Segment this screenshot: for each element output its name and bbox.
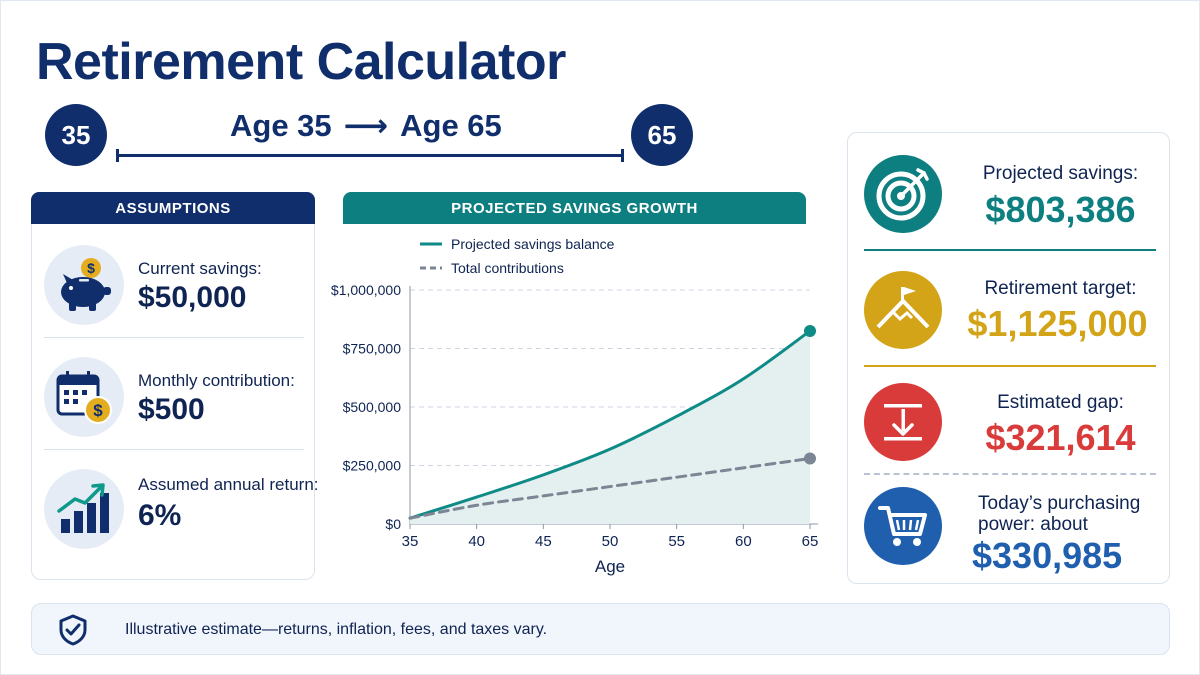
retirement-target-value: $1,125,000: [967, 303, 1148, 344]
savings-growth-chart: $0 $250,000 $500,000 $750,000 $1,000,000 35 40…: [331, 236, 819, 576]
divider: [864, 473, 1156, 475]
results-panel: Projected savings: $803,386 Retirement t…: [847, 132, 1170, 584]
savings-endpoint: [804, 324, 816, 337]
age-range-label: Age 35 ⟶ Age 65: [230, 108, 502, 144]
current-savings-value: $50,000: [138, 281, 247, 314]
monthly-contribution-value: $500: [138, 393, 205, 426]
purchasing-power-value: $330,985: [972, 535, 1123, 576]
legend-label: Projected savings balance: [451, 236, 615, 252]
estimated-gap-label: Estimated gap:: [997, 392, 1124, 413]
target-icon: [864, 155, 942, 233]
annual-return-label: Assumed annual return:: [138, 475, 319, 494]
projected-savings-label: Projected savings:: [982, 163, 1139, 184]
age-range-start: Age 35: [230, 108, 332, 143]
x-tick-label: 65: [802, 533, 819, 550]
y-tick-label: $500,000: [343, 399, 402, 415]
assumption-current-savings: $ Current savings: $50,000: [44, 231, 304, 331]
gap-arrow-icon: [864, 383, 942, 461]
x-tick-label: 55: [668, 533, 685, 550]
shopping-cart-icon: [864, 487, 942, 565]
y-tick-label: $750,000: [343, 341, 402, 357]
svg-text:$: $: [87, 260, 95, 276]
y-tick-label: $0: [385, 516, 401, 532]
assumption-annual-return: Assumed annual return: 6%: [44, 455, 319, 555]
arrow-right-icon: ⟶: [343, 108, 389, 143]
chart-heading: PROJECTED SAVINGS GROWTH: [343, 192, 806, 224]
age-timeline: [116, 149, 624, 162]
end-age-badge: 65: [631, 104, 693, 166]
annual-return-value: 6%: [138, 499, 182, 532]
shield-check-icon: [56, 613, 90, 652]
x-tick-label: 45: [535, 533, 552, 550]
page-title: Retirement Calculator: [36, 33, 566, 91]
growth-bars-icon: [44, 469, 124, 549]
divider: [864, 365, 1156, 367]
monthly-contribution-label: Monthly contribution:: [138, 371, 295, 390]
assumption-monthly-contribution: $ Monthly contribution: $500: [44, 343, 304, 443]
savings-area: [410, 330, 810, 524]
start-age-badge: 35: [45, 104, 107, 166]
legend-label: Total contributions: [451, 260, 564, 276]
retirement-target-label: Retirement target:: [984, 278, 1137, 299]
divider: [44, 337, 304, 338]
age-range-end: Age 65: [400, 108, 502, 143]
svg-text:$: $: [93, 401, 103, 420]
x-tick-label: 50: [602, 533, 619, 550]
current-savings-label: Current savings:: [138, 259, 262, 278]
estimated-gap-value: $321,614: [985, 417, 1136, 458]
disclaimer-bar: Illustrative estimate—returns, inflation…: [31, 603, 1170, 655]
mountain-flag-icon: [864, 271, 942, 349]
x-tick-label: 60: [735, 533, 752, 550]
contributions-line: [408, 456, 812, 520]
contributions-endpoint: [804, 452, 816, 465]
piggy-bank-icon: $: [44, 245, 124, 325]
purchasing-power-label-line2: power: about: [978, 514, 1088, 535]
calendar-coin-icon: $: [44, 357, 124, 437]
divider: [864, 249, 1156, 251]
purchasing-power-label-line1: Today’s purchasing: [978, 493, 1141, 514]
y-tick-label: $1,000,000: [331, 282, 401, 298]
y-tick-label: $250,000: [343, 458, 402, 474]
assumptions-panel: ASSUMPTIONS $ Current savings: $50,000: [31, 192, 319, 580]
disclaimer-text: Illustrative estimate—returns, inflation…: [125, 621, 548, 638]
x-tick-label: 40: [468, 533, 485, 550]
divider: [44, 449, 304, 450]
x-axis-label: Age: [595, 557, 625, 576]
projected-savings-value: $803,386: [985, 189, 1136, 230]
x-tick-label: 35: [402, 533, 419, 550]
assumptions-heading: ASSUMPTIONS: [31, 192, 315, 224]
savings-line: [408, 329, 812, 520]
